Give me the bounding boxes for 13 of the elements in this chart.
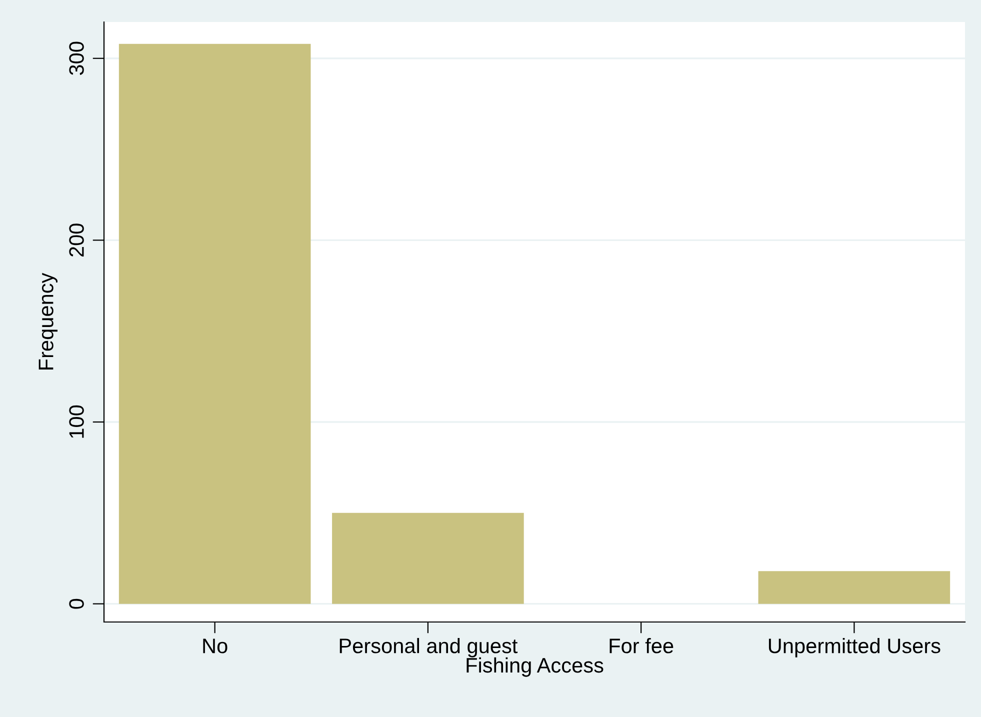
y-tick-label: 300 xyxy=(69,42,84,75)
bar xyxy=(118,44,311,604)
y-tick-label: 200 xyxy=(69,224,84,257)
bar xyxy=(332,512,524,604)
x-tick-label: No xyxy=(203,638,228,654)
bar xyxy=(758,571,950,604)
x-tick-label: Unpermitted Users xyxy=(768,638,940,658)
y-tick-label: 100 xyxy=(69,405,84,438)
x-axis-title: Fishing Access xyxy=(466,657,604,677)
x-tick-label: For fee xyxy=(610,638,674,654)
y-tick-label: 0 xyxy=(69,598,84,609)
x-tick-label: Personal and guest xyxy=(340,638,518,658)
y-axis-title: Frequency xyxy=(38,272,58,370)
